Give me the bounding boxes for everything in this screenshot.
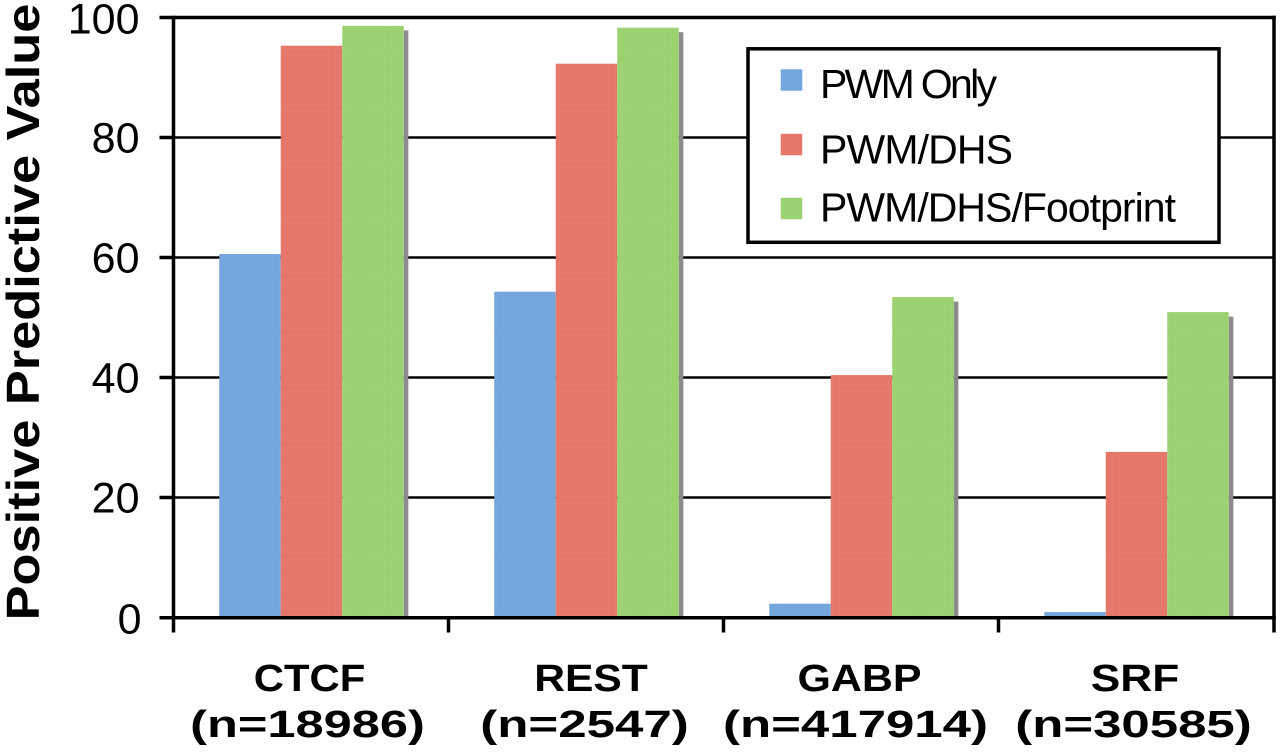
svg-text:(n=30585): (n=30585): [1015, 702, 1251, 745]
svg-text:CTCF: CTCF: [254, 658, 366, 700]
svg-text:20: 20: [92, 474, 140, 522]
svg-text:80: 80: [92, 114, 140, 162]
svg-text:(n=18986): (n=18986): [190, 704, 425, 746]
svg-text:GABP: GABP: [797, 656, 921, 699]
svg-text:Positive Predictive Value: Positive Predictive Value: [0, 4, 49, 621]
svg-text:40: 40: [92, 354, 140, 402]
svg-text:(n=417914): (n=417914): [723, 702, 988, 745]
svg-text:0: 0: [118, 595, 142, 643]
svg-text:PWM/DHS/Footprint: PWM/DHS/Footprint: [820, 185, 1177, 231]
svg-text:60: 60: [92, 234, 140, 282]
svg-text:100: 100: [68, 0, 140, 43]
svg-text:REST: REST: [534, 656, 648, 699]
svg-text:PWM/DHS: PWM/DHS: [820, 126, 1013, 172]
svg-text:SRF: SRF: [1091, 657, 1179, 699]
svg-text:PWM Only: PWM Only: [820, 61, 998, 107]
svg-text:(n=2547): (n=2547): [480, 702, 689, 745]
